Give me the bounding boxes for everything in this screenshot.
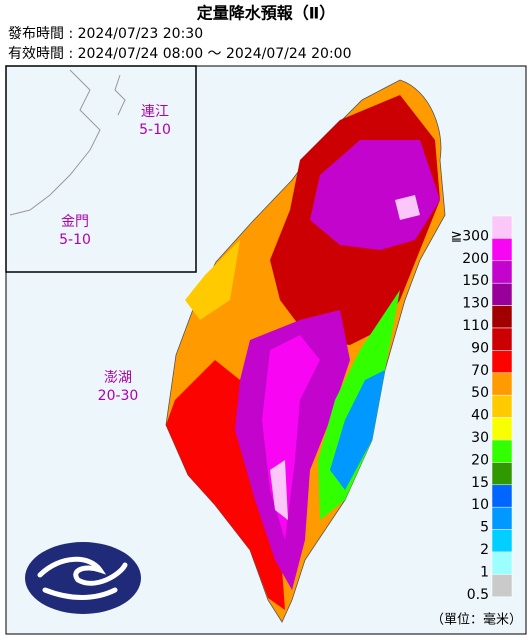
- legend-label: 90: [471, 340, 489, 356]
- map-title: 定量降水預報（Ⅱ）: [196, 4, 336, 23]
- legend-swatch: [491, 439, 513, 463]
- legend-label: 70: [471, 363, 489, 379]
- legend-swatch: [491, 260, 513, 284]
- legend-label: 130: [462, 296, 489, 312]
- legend-swatch: [491, 350, 513, 374]
- region-name: 連江: [141, 104, 169, 120]
- valid-time: 有效時間 : 2024/07/24 08:00 ～ 2024/07/24 20:…: [8, 46, 352, 62]
- legend-swatch: [491, 305, 513, 329]
- legend-swatch: [491, 238, 513, 262]
- region-range: 5-10: [59, 232, 91, 248]
- unit-label: （單位：毫米）: [431, 612, 522, 628]
- inset-coastline: [114, 74, 126, 116]
- legend-label: 5: [480, 520, 489, 536]
- legend-label: 110: [462, 318, 489, 334]
- legend-swatch: [491, 417, 513, 441]
- legend-swatch: [491, 551, 513, 575]
- inset-frame: [5, 65, 197, 273]
- legend-label: ≧300: [451, 228, 489, 244]
- rain-area: [330, 370, 385, 490]
- legend-label: 50: [471, 385, 489, 401]
- legend-label: 150: [462, 273, 489, 289]
- rain-area: [395, 195, 420, 220]
- legend-swatch: [491, 327, 513, 351]
- rain-area: [310, 140, 440, 250]
- region-range: 20-30: [98, 388, 139, 404]
- legend-label: 0.5: [467, 587, 489, 603]
- legend-swatch: [491, 484, 513, 508]
- inset-coastline: [9, 69, 101, 216]
- agency-emblem: [25, 542, 141, 614]
- legend-label: 30: [471, 430, 489, 446]
- legend-label: 15: [471, 475, 489, 491]
- legend-swatch: [491, 529, 513, 553]
- rain-area: [270, 460, 288, 520]
- legend-swatch: [491, 394, 513, 418]
- legend-swatch: [491, 372, 513, 396]
- legend-swatch: [491, 282, 513, 306]
- issue-time: 發布時間 : 2024/07/23 20:30: [8, 26, 203, 42]
- legend-swatch: [491, 462, 513, 486]
- region-range: 5-10: [139, 122, 171, 138]
- region-name: 金門: [61, 214, 89, 230]
- legend-label: 20: [471, 452, 489, 468]
- rain-area: [185, 240, 240, 320]
- legend: ≧300 200 150 130 110 90 70 50 40 30 20 15 10 5 2 1 0.5: [451, 215, 513, 603]
- legend-swatch: [491, 574, 513, 598]
- legend-swatch: [491, 506, 513, 530]
- rain-area: [166, 360, 285, 610]
- legend-label: 1: [480, 564, 489, 580]
- legend-label: 10: [471, 497, 489, 513]
- region-name: 澎湖: [104, 370, 132, 386]
- agency-emblem-swirl: [37, 556, 128, 600]
- legend-label: 2: [480, 542, 489, 558]
- legend-label: 200: [462, 251, 489, 267]
- legend-label: 40: [471, 408, 489, 424]
- legend-swatch: [491, 215, 513, 239]
